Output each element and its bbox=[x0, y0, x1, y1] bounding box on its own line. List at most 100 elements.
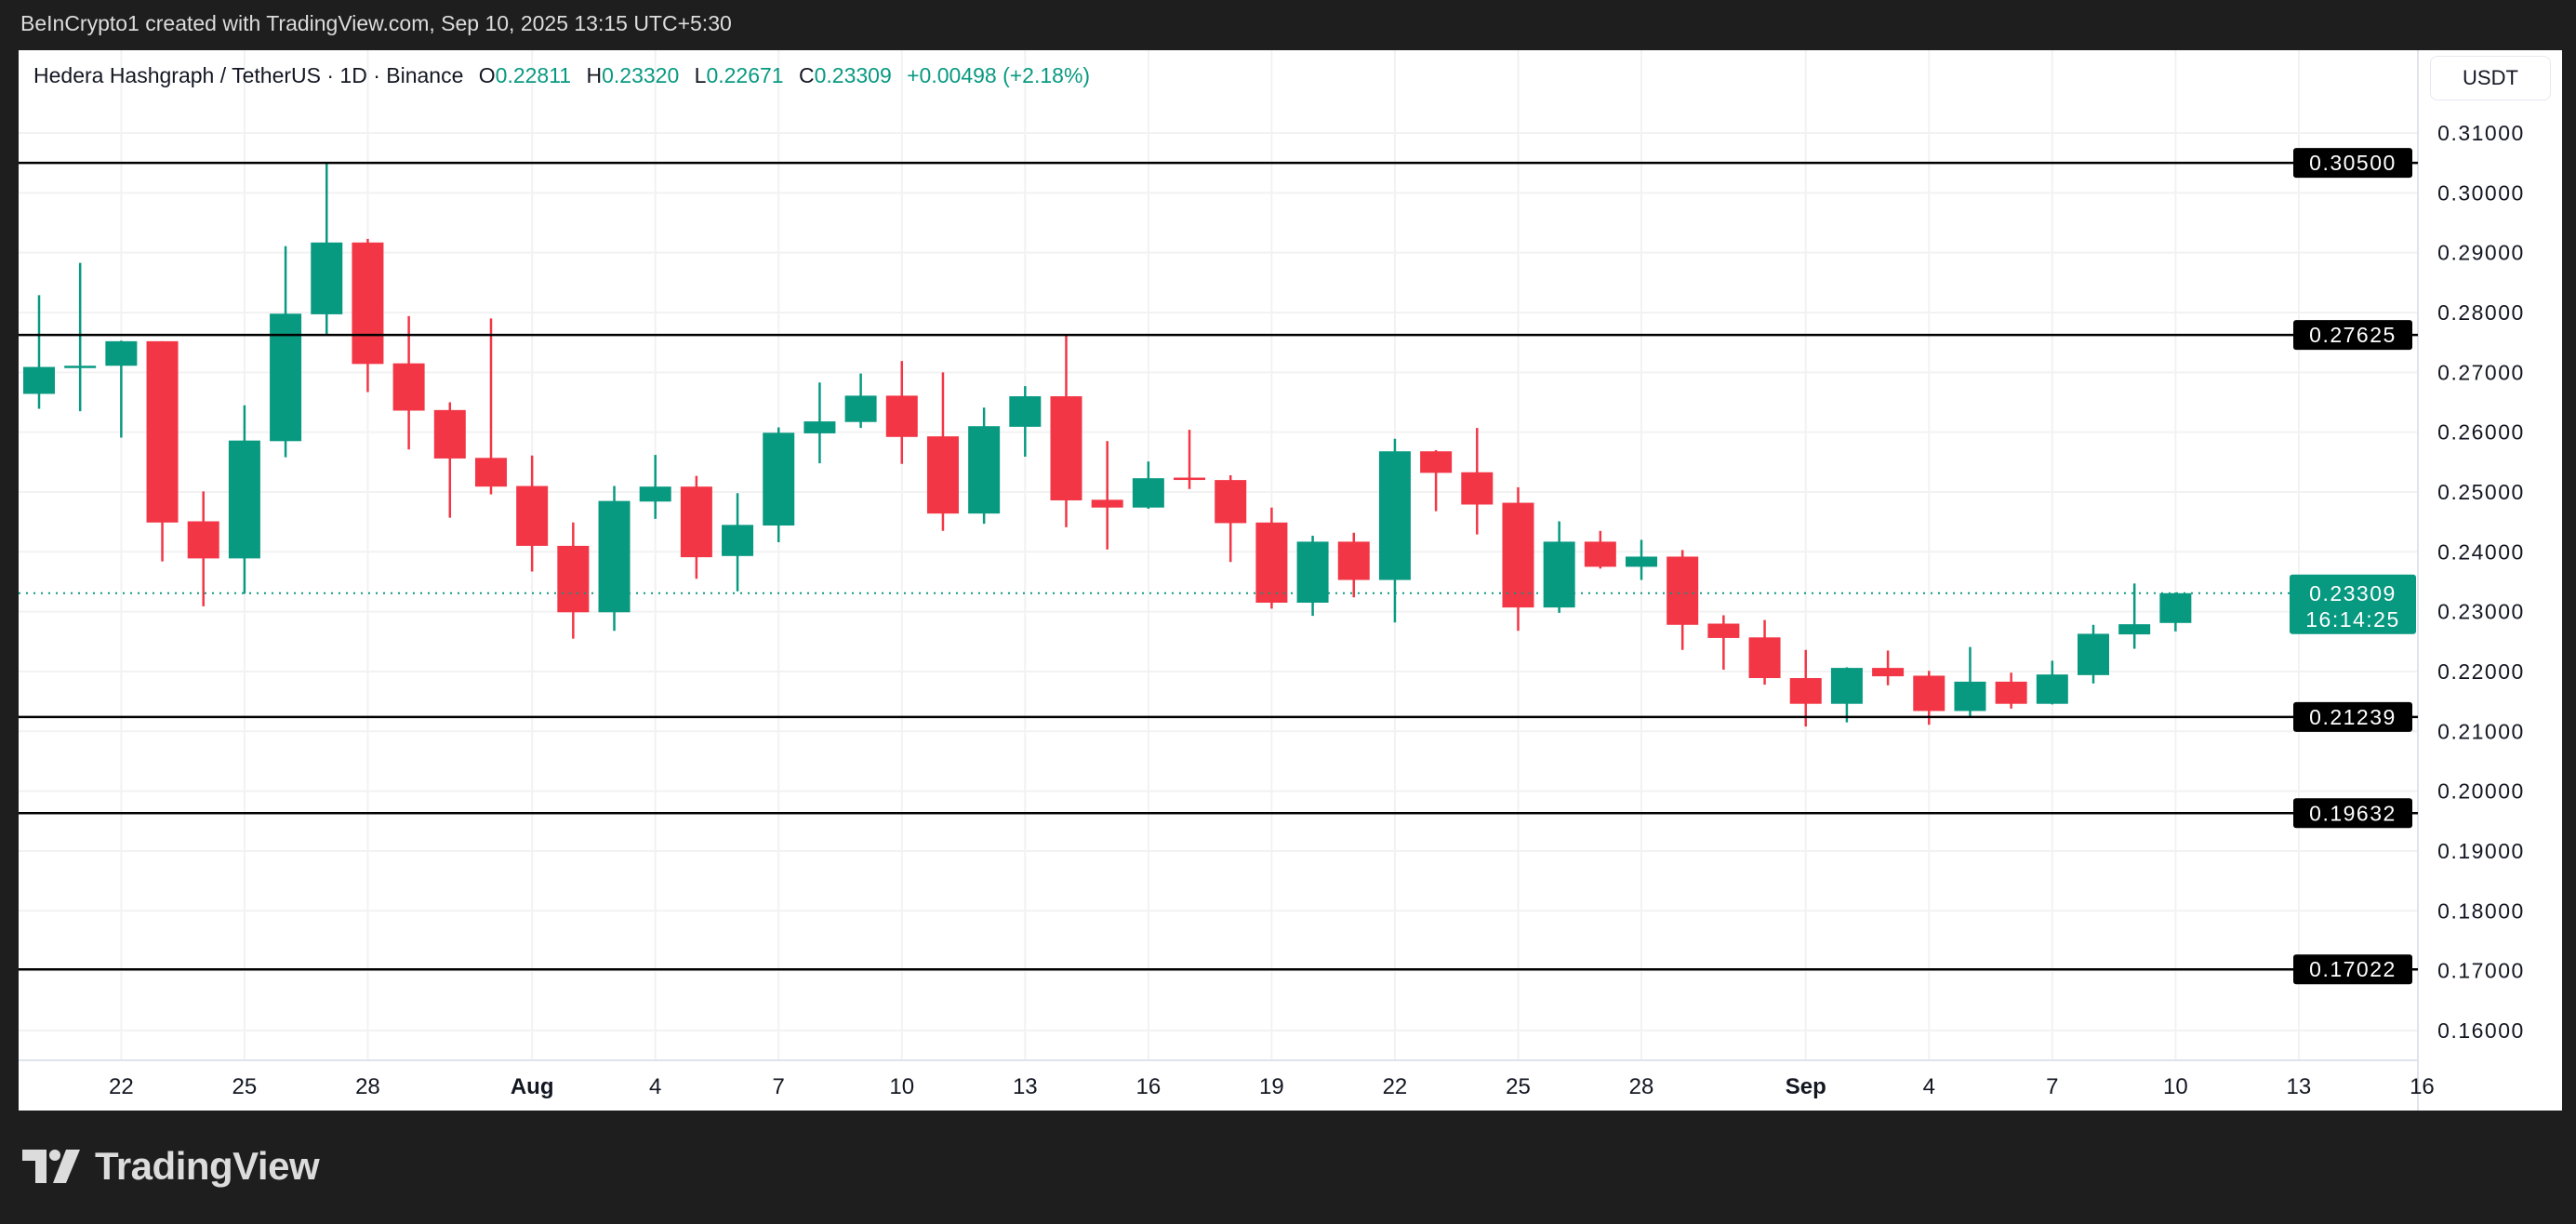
time-tick-label: 13 bbox=[2287, 1074, 2312, 1099]
high-value: 0.23320 bbox=[602, 63, 680, 87]
time-tick-label: 4 bbox=[649, 1074, 661, 1099]
price-tick-label: 0.17000 bbox=[2437, 959, 2525, 983]
time-tick-label: 22 bbox=[1383, 1074, 1408, 1099]
candle-body-down bbox=[1174, 477, 1206, 481]
candle-body-down bbox=[1995, 681, 2027, 704]
chart-attribution: BeInCrypto1 created with TradingView.com… bbox=[20, 11, 732, 35]
candle-body-up bbox=[722, 525, 754, 556]
candle-body-up bbox=[228, 440, 260, 559]
price-tick-label: 0.19000 bbox=[2437, 839, 2525, 863]
price-tick-label: 0.31000 bbox=[2437, 121, 2525, 145]
candle-body-up bbox=[2078, 633, 2109, 675]
candle-body-down bbox=[1215, 480, 1247, 524]
candle-body-down bbox=[433, 409, 466, 459]
candle-body-up bbox=[2159, 592, 2192, 623]
price-tick-label: 0.16000 bbox=[2437, 1018, 2525, 1043]
candle-body-down bbox=[1872, 668, 1905, 677]
close-label: C bbox=[798, 63, 815, 87]
time-tick-label: 10 bbox=[889, 1074, 914, 1099]
candle-body-up bbox=[1296, 541, 1329, 603]
candle-body-down bbox=[1050, 396, 1082, 500]
price-tick-label: 0.30000 bbox=[2437, 180, 2525, 205]
price-tick-label: 0.28000 bbox=[2437, 300, 2525, 325]
level-price-label-box bbox=[2293, 798, 2412, 829]
time-tick-label: 19 bbox=[1259, 1074, 1284, 1099]
time-tick-label: 4 bbox=[1923, 1074, 1935, 1099]
time-tick-label: 13 bbox=[1013, 1074, 1038, 1099]
candle-body-up bbox=[1378, 451, 1411, 580]
low-value: 0.22671 bbox=[706, 63, 784, 87]
time-tick-label: 7 bbox=[773, 1074, 785, 1099]
candle-body-up bbox=[270, 313, 302, 442]
candle-body-down bbox=[1666, 556, 1699, 625]
level-price-label-box bbox=[2293, 701, 2412, 732]
open-label: O bbox=[478, 63, 496, 87]
time-tick-label: 25 bbox=[232, 1074, 258, 1099]
time-tick-label: 16 bbox=[2410, 1074, 2435, 1099]
countdown-label: 16:14:25 bbox=[2305, 607, 2400, 632]
change-value: +0.00498 (+2.18%) bbox=[907, 63, 1091, 87]
candle-body-up bbox=[968, 426, 1001, 514]
candle-body-down bbox=[1789, 678, 1822, 704]
level-price-label: 0.21239 bbox=[2309, 705, 2397, 729]
candle-body-down bbox=[392, 363, 425, 411]
candle-body-up bbox=[2036, 674, 2068, 704]
level-price-label-box bbox=[2293, 320, 2412, 351]
candle-body-down bbox=[1461, 472, 1494, 505]
price-tick-label: 0.23000 bbox=[2437, 600, 2525, 624]
price-tick-label: 0.20000 bbox=[2437, 779, 2525, 804]
candle-body-down bbox=[1255, 522, 1288, 603]
candle-body-down bbox=[187, 521, 219, 559]
candle-body-down bbox=[1091, 499, 1123, 508]
candle-body-up bbox=[803, 421, 836, 433]
tradingview-logo-icon bbox=[22, 1150, 80, 1183]
close-value: 0.23309 bbox=[814, 63, 892, 87]
level-price-label: 0.17022 bbox=[2309, 957, 2397, 981]
candle-body-up bbox=[311, 242, 343, 314]
high-label: H bbox=[586, 63, 603, 87]
candle-body-down bbox=[146, 340, 179, 523]
candle-body-down bbox=[1584, 541, 1616, 567]
candle-body-up bbox=[639, 486, 671, 502]
candle-body-down bbox=[516, 486, 549, 546]
candle-body-down bbox=[1913, 675, 1945, 712]
candle-body-up bbox=[1132, 478, 1164, 508]
candle-body-down bbox=[352, 242, 384, 365]
time-tick-label: 7 bbox=[2046, 1074, 2058, 1099]
tradingview-logo[interactable]: TradingView bbox=[22, 1144, 320, 1189]
candle-body-down bbox=[1420, 451, 1453, 473]
chart-panel[interactable] bbox=[19, 50, 2562, 1111]
price-tick-label: 0.27000 bbox=[2437, 360, 2525, 384]
price-tick-label: 0.29000 bbox=[2437, 241, 2525, 265]
current-price-label-box bbox=[2290, 574, 2416, 634]
open-value: 0.22811 bbox=[495, 63, 572, 87]
symbol-legend: Hedera Hashgraph / TetherUS · 1D · Binan… bbox=[33, 63, 1090, 88]
symbol-name[interactable]: Hedera Hashgraph / TetherUS · 1D · Binan… bbox=[33, 63, 464, 87]
candle-body-up bbox=[1009, 396, 1042, 427]
candle-body-down bbox=[557, 545, 590, 613]
candle-body-up bbox=[23, 366, 55, 394]
candle-body-down bbox=[926, 436, 959, 514]
candle-body-up bbox=[105, 340, 138, 366]
candle-body-up bbox=[1954, 681, 1986, 712]
time-tick-label: 28 bbox=[1629, 1074, 1654, 1099]
current-price-label: 0.23309 bbox=[2309, 581, 2397, 605]
candle-body-down bbox=[1748, 637, 1781, 679]
candle-body-down bbox=[885, 395, 918, 437]
time-tick-label: Sep bbox=[1786, 1074, 1826, 1099]
time-tick-label: 28 bbox=[355, 1074, 380, 1099]
candle-body-up bbox=[2118, 624, 2151, 635]
level-price-label: 0.30500 bbox=[2309, 151, 2397, 175]
candle-body-up bbox=[598, 500, 631, 613]
tradingview-logo-text: TradingView bbox=[95, 1144, 320, 1188]
level-price-label-box bbox=[2293, 148, 2412, 179]
time-tick-label: 25 bbox=[1506, 1074, 1531, 1099]
price-tick-label: 0.18000 bbox=[2437, 898, 2525, 923]
price-tick-label: 0.24000 bbox=[2437, 539, 2525, 564]
low-label: L bbox=[694, 63, 707, 87]
candle-body-down bbox=[474, 458, 507, 487]
currency-button[interactable]: USDT bbox=[2430, 56, 2551, 100]
price-tick-label: 0.22000 bbox=[2437, 659, 2525, 684]
candle-body-down bbox=[1707, 623, 1740, 638]
